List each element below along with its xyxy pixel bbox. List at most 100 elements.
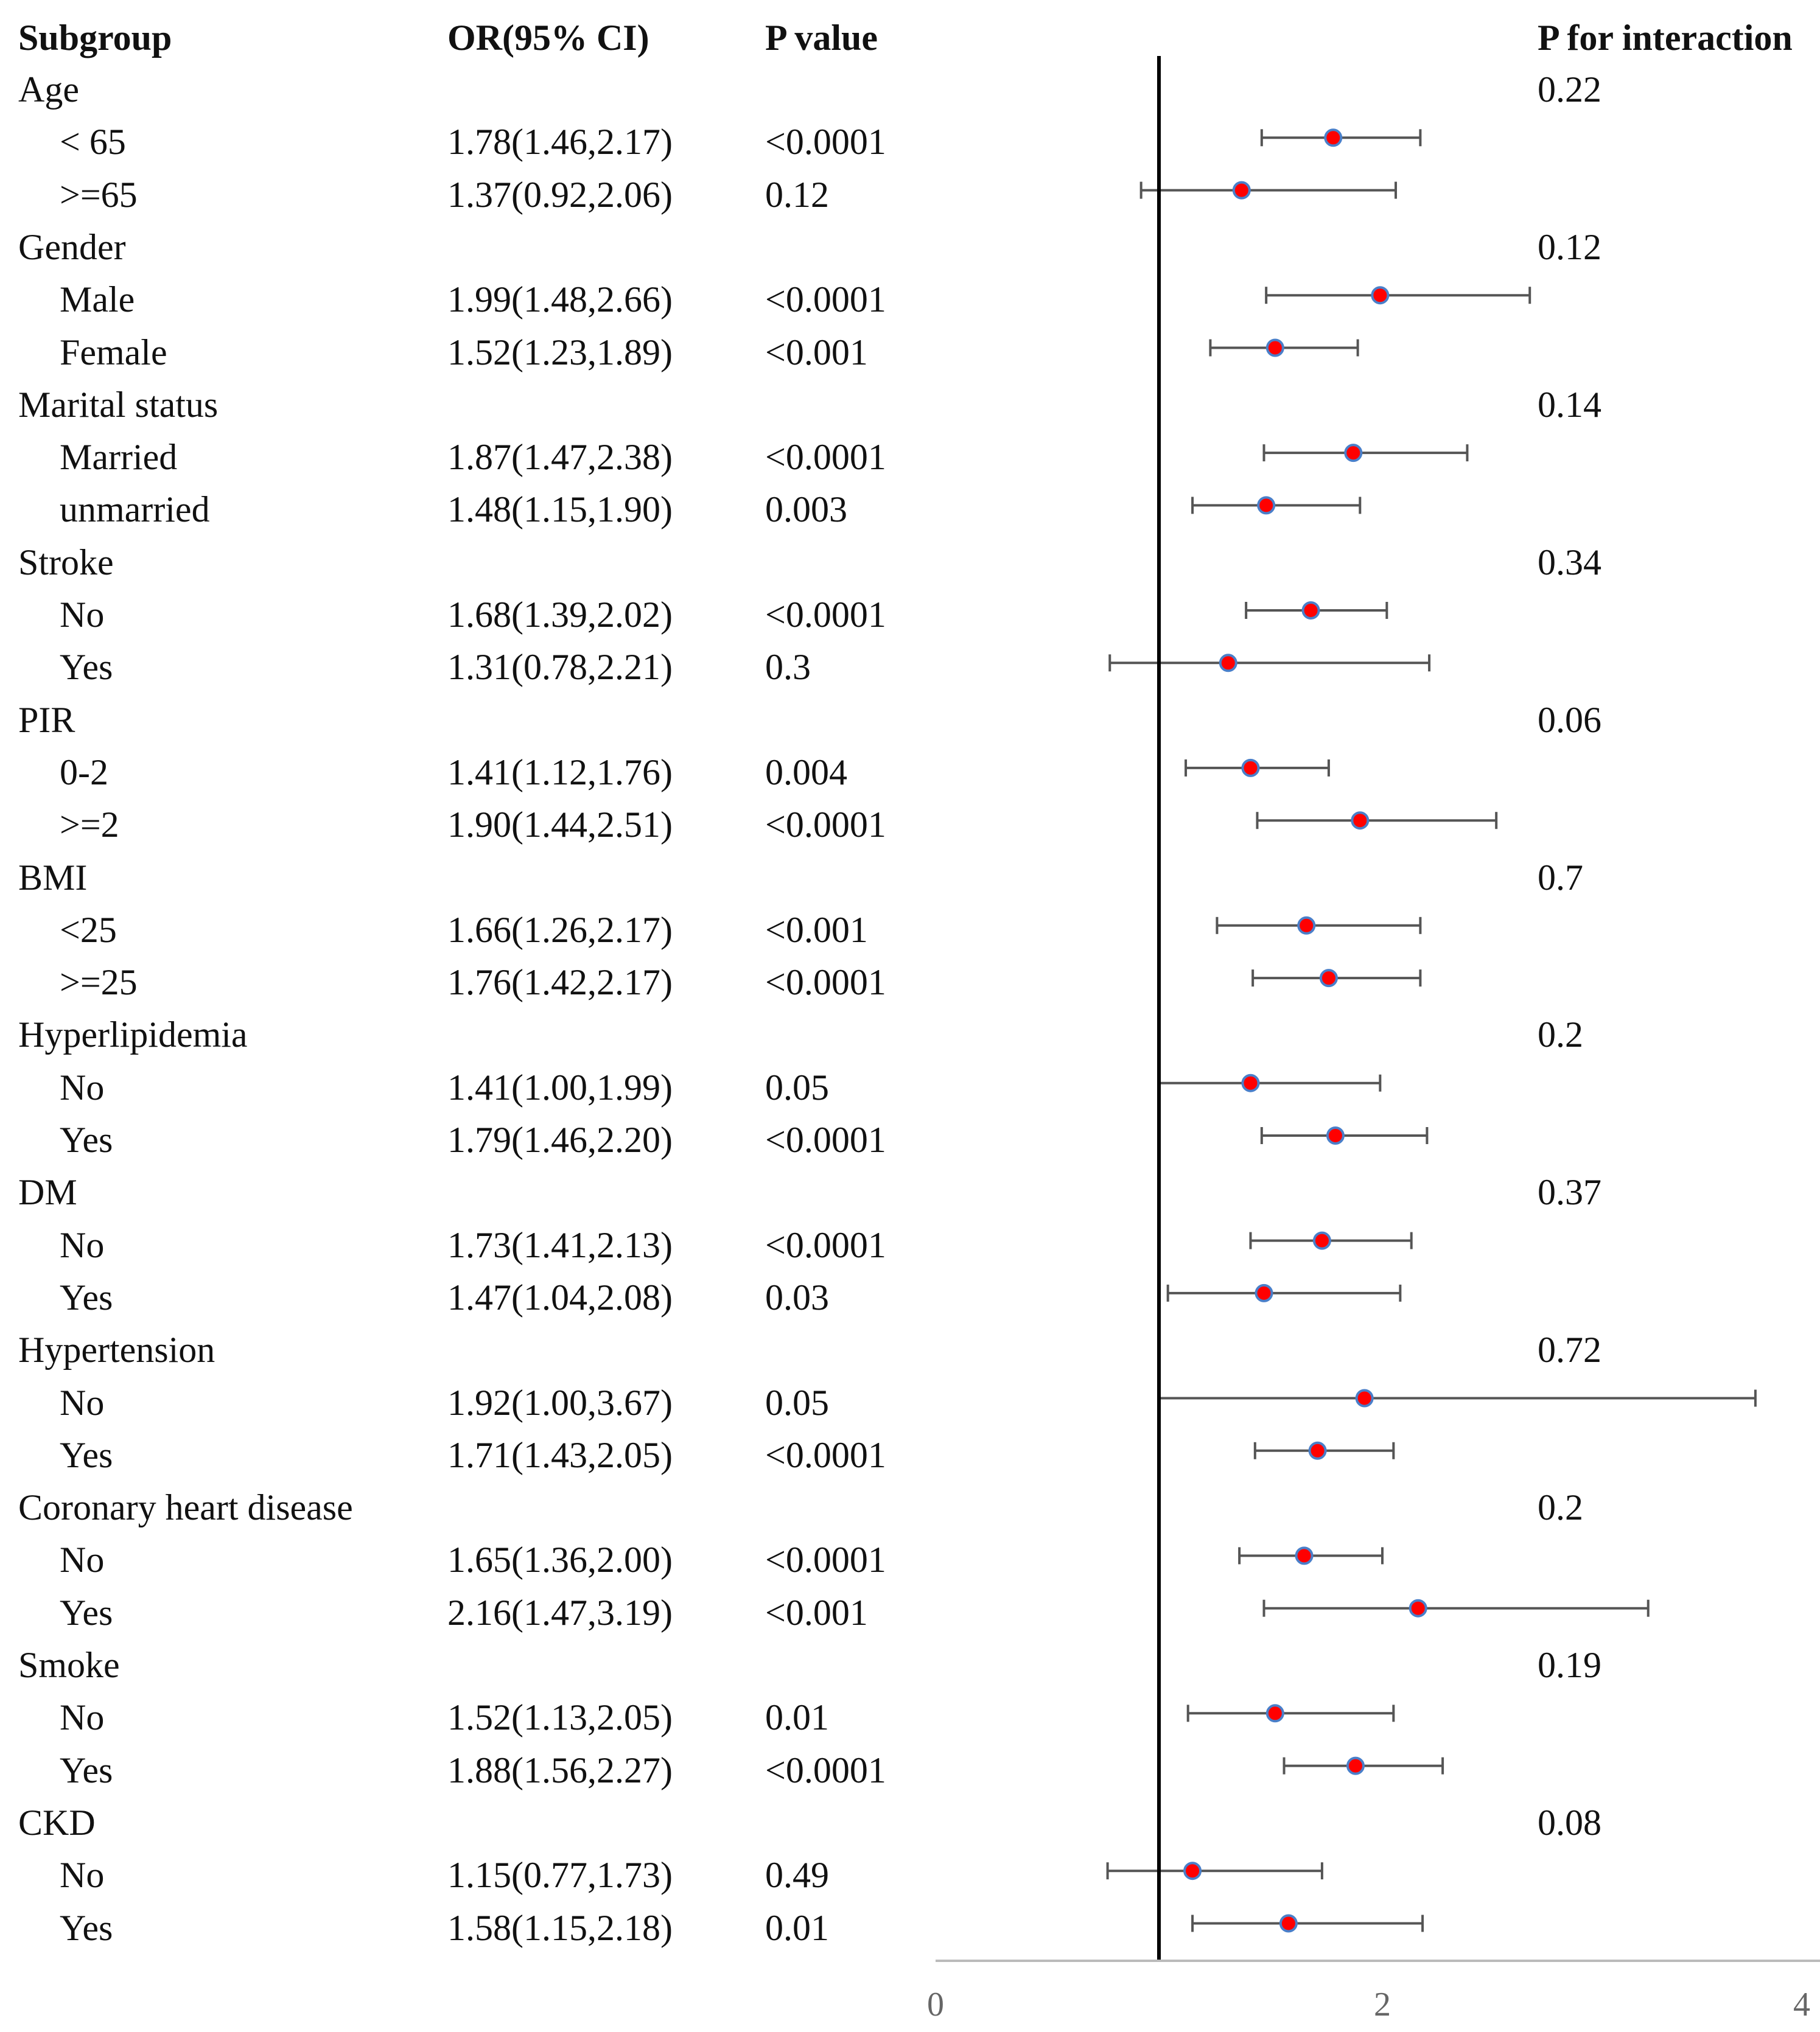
group-label: Coronary heart disease [18,1487,353,1528]
or-point [1301,601,1320,620]
group-label: Smoke [18,1645,120,1685]
p-value: <0.001 [765,332,868,372]
p-value: 0.03 [765,1277,829,1318]
subgroup-label: Male [60,279,135,320]
p-interaction-value: 0.72 [1538,1330,1601,1370]
p-value: <0.0001 [765,1224,886,1265]
group-label: Stroke [18,542,114,582]
p-interaction-value: 0.08 [1538,1802,1601,1843]
p-interaction-value: 0.19 [1538,1645,1601,1685]
p-value: 0.01 [765,1907,829,1948]
or-ci-value: 1.68(1.39,2.02) [447,595,673,635]
or-ci-value: 1.47(1.04,2.08) [447,1277,673,1318]
p-interaction-value: 0.37 [1538,1172,1601,1213]
group-label: Marital status [18,384,219,425]
p-value: <0.001 [765,1592,868,1633]
p-value: <0.0001 [765,1750,886,1790]
p-value: <0.0001 [765,1120,886,1160]
subgroup-label: <25 [60,909,117,950]
or-ci-value: 1.88(1.56,2.27) [447,1750,673,1790]
or-point [1219,654,1237,672]
p-value: <0.0001 [765,122,886,162]
subgroup-label: No [60,1697,105,1738]
or-point [1232,181,1251,200]
or-point [1319,969,1338,988]
group-label: CKD [18,1802,96,1843]
subgroup-label: No [60,1855,105,1896]
p-interaction-value: 0.12 [1538,226,1601,267]
or-ci-value: 1.37(0.92,2.06) [447,174,673,215]
or-ci-value: 1.52(1.13,2.05) [447,1697,673,1738]
or-point [1371,286,1390,305]
p-interaction-value: 0.2 [1538,1014,1583,1055]
or-ci-value: 1.78(1.46,2.17) [447,122,673,162]
group-label: PIR [18,699,75,740]
p-value: <0.0001 [765,437,886,478]
p-value: <0.0001 [765,805,886,845]
or-point [1295,1546,1314,1565]
or-point [1265,1704,1284,1723]
or-point [1409,1599,1427,1618]
p-value: 0.003 [765,489,847,530]
subgroup-label: Married [60,437,178,478]
or-point [1255,1283,1273,1302]
or-point [1351,811,1370,830]
or-ci-value: 1.58(1.15,2.18) [447,1907,673,1948]
or-point [1241,758,1260,777]
subgroup-label: Yes [60,1120,113,1160]
p-value: 0.01 [765,1697,829,1738]
subgroup-label: 0-2 [60,752,108,792]
header-or-ci: OR(95% CI) [447,18,649,58]
or-ci-value: 1.71(1.43,2.05) [447,1434,673,1475]
or-ci-value: 2.16(1.47,3.19) [447,1592,673,1633]
subgroup-label: No [60,1224,105,1265]
group-label: BMI [18,857,88,898]
subgroup-label: No [60,1067,105,1108]
subgroup-label: Yes [60,1750,113,1790]
p-value: 0.05 [765,1382,829,1423]
group-label: Age [18,69,79,110]
or-ci-value: 1.52(1.23,1.89) [447,332,673,372]
or-ci-value: 1.66(1.26,2.17) [447,909,673,950]
subgroup-label: Yes [60,647,113,688]
p-value: <0.0001 [765,279,886,320]
x-tick-label: 2 [1374,1986,1391,2023]
group-label: Hypertension [18,1330,215,1370]
subgroup-label: >=25 [60,962,138,1003]
or-ci-value: 1.87(1.47,2.38) [447,437,673,478]
p-interaction-value: 0.14 [1538,384,1601,425]
p-interaction-value: 0.7 [1538,857,1583,898]
or-point [1257,496,1276,515]
p-interaction-value: 0.34 [1538,542,1601,582]
x-tick-label: 0 [927,1986,944,2023]
x-tick-label: 4 [1793,1986,1810,2023]
p-value: <0.001 [765,909,868,950]
p-value: 0.05 [765,1067,829,1108]
or-point [1346,1756,1365,1775]
subgroup-label: No [60,595,105,635]
subgroup-label: No [60,1540,105,1580]
header-p-interaction: P for interaction [1538,18,1793,58]
subgroup-label: >=65 [60,174,138,215]
group-label: Gender [18,226,126,267]
p-value: 0.004 [765,752,847,792]
group-label: Hyperlipidemia [18,1014,248,1055]
or-ci-value: 1.15(0.77,1.73) [447,1855,673,1896]
header-subgroup: Subgroup [18,18,172,58]
or-point [1297,916,1316,935]
p-value: <0.0001 [765,962,886,1003]
p-interaction-value: 0.22 [1538,69,1601,110]
p-interaction-value: 0.2 [1538,1487,1583,1528]
or-ci-value: 1.65(1.36,2.00) [447,1540,673,1580]
or-ci-value: 1.99(1.48,2.66) [447,279,673,320]
or-point [1279,1914,1298,1933]
subgroup-label: Yes [60,1592,113,1633]
or-point [1355,1389,1374,1408]
or-point [1312,1231,1331,1250]
p-value: 0.12 [765,174,829,215]
subgroup-label: No [60,1382,105,1423]
subgroup-label: Yes [60,1434,113,1475]
subgroup-label: Yes [60,1907,113,1948]
